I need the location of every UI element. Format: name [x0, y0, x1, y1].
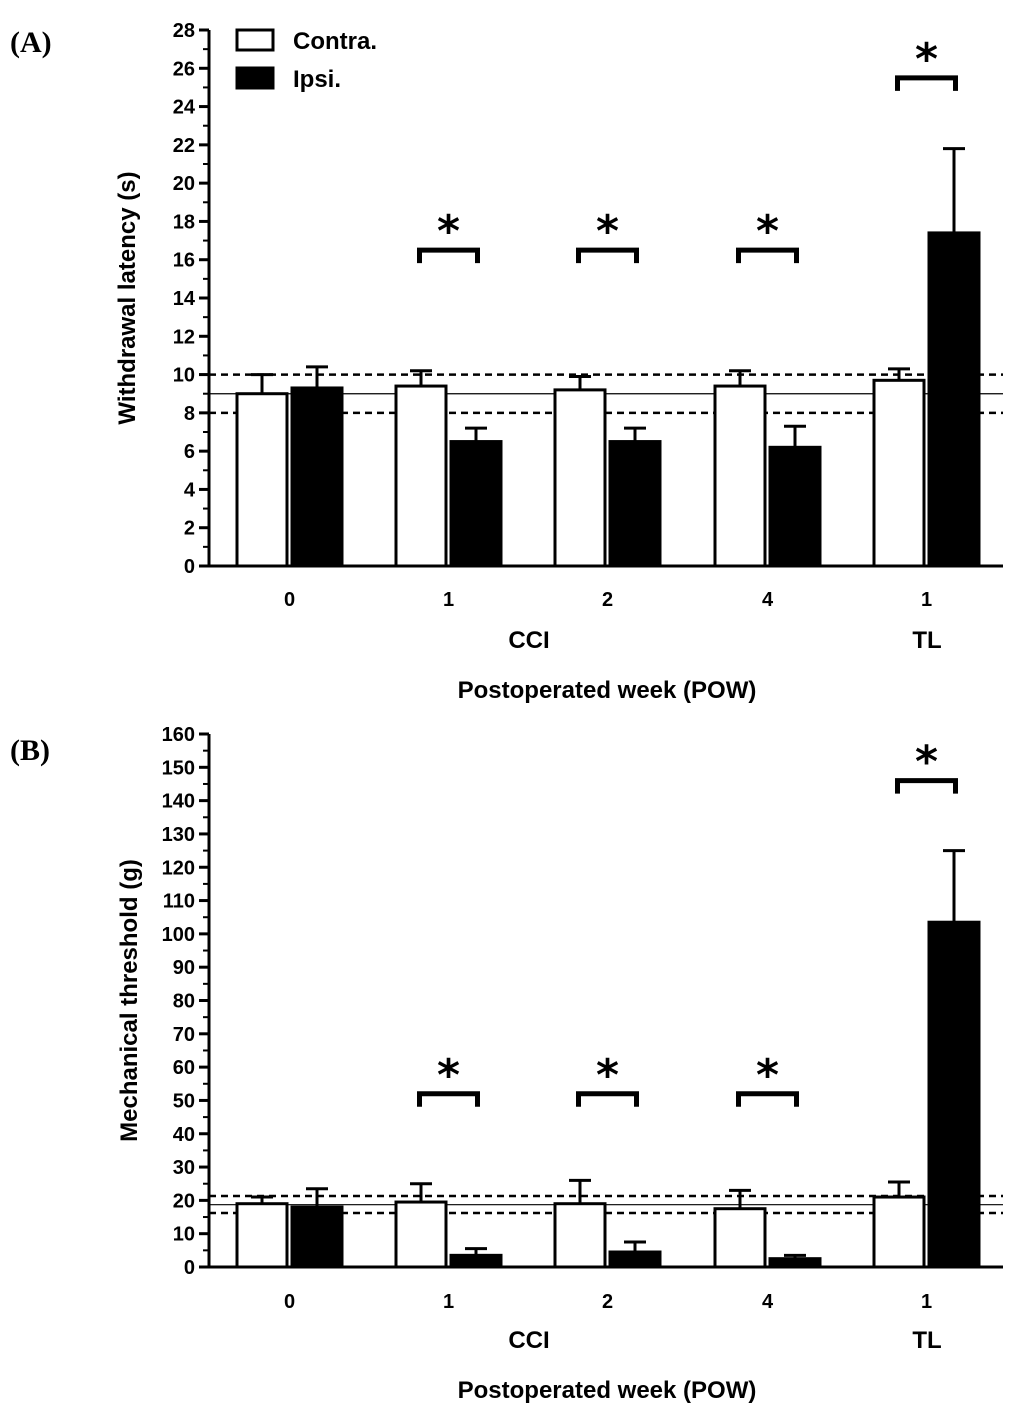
y-tick-label: 110 [163, 891, 195, 913]
y-tick-label: 10 [173, 1224, 195, 1246]
bar-contra [872, 1195, 926, 1269]
significance-bracket [576, 1091, 639, 1107]
y-tick-label: 10 [173, 365, 195, 387]
y-tick-label: 20 [173, 1190, 195, 1212]
y-tick-label: 140 [162, 791, 195, 813]
y-tick-label: 2 [184, 518, 195, 540]
y-tick-label: 26 [173, 58, 195, 80]
bar-contra [872, 378, 926, 568]
y-tick-label: 16 [173, 250, 195, 272]
y-axis-title: Withdrawal latency (s) [114, 171, 141, 424]
y-tick-label: 0 [184, 556, 195, 578]
bar-contra [394, 384, 448, 568]
bar-contra [394, 1200, 448, 1269]
significance-bracket [417, 1091, 480, 1107]
y-tick-label: 60 [173, 1057, 195, 1079]
x-tick-label: 1 [443, 1291, 454, 1313]
bar-ipsi [290, 386, 344, 568]
y-tick-label: 130 [162, 824, 195, 846]
bar-contra [553, 388, 607, 568]
legend-swatch-contra [235, 28, 275, 52]
y-tick-label: 0 [184, 1257, 195, 1279]
significance-bracket [417, 247, 480, 264]
significance-star: * [437, 206, 460, 257]
legend-swatch-ipsi [235, 66, 275, 90]
bar-ipsi [927, 231, 981, 568]
y-tick-label: 30 [173, 1157, 195, 1179]
x-tick-label: 0 [284, 1291, 295, 1313]
panel-label: (B) [10, 734, 50, 767]
x-tick-label: 1 [443, 589, 454, 611]
y-tick-label: 80 [173, 991, 195, 1013]
y-tick-label: 100 [162, 924, 195, 946]
x-tick-label: 0 [284, 589, 295, 611]
bar-ipsi [449, 440, 503, 568]
bar-ipsi [608, 1250, 662, 1269]
bar-ipsi [768, 445, 822, 568]
significance-bracket [576, 247, 639, 264]
group-label: CCI [508, 627, 549, 654]
bar-contra [553, 1202, 607, 1269]
group-label: CCI [508, 1327, 549, 1354]
y-tick-label: 70 [173, 1024, 195, 1046]
legend-label-ipsi: Ipsi. [293, 66, 341, 93]
y-tick-label: 8 [184, 403, 195, 425]
y-axis-title: Mechanical threshold (g) [116, 859, 143, 1142]
significance-star: * [915, 737, 938, 788]
x-tick-label: 4 [762, 1291, 774, 1313]
bar-ipsi [927, 920, 981, 1269]
bar-contra [235, 392, 289, 568]
y-tick-label: 150 [162, 757, 195, 779]
y-tick-label: 160 [162, 724, 195, 746]
significance-star: * [915, 34, 938, 85]
significance-star: * [756, 206, 779, 257]
y-tick-label: 18 [173, 211, 195, 233]
x-tick-label: 1 [921, 589, 932, 611]
panel-label: (A) [10, 26, 52, 59]
bar-contra [713, 1207, 767, 1269]
group-label: TL [912, 1327, 941, 1354]
y-tick-label: 28 [173, 20, 195, 42]
y-tick-label: 50 [173, 1090, 195, 1112]
y-tick-label: 14 [173, 288, 196, 310]
y-tick-label: 6 [184, 441, 195, 463]
y-tick-label: 120 [162, 857, 195, 879]
x-tick-label: 4 [762, 589, 774, 611]
x-axis-title: Postoperated week (POW) [458, 1377, 757, 1404]
significance-bracket [895, 778, 958, 794]
significance-bracket [736, 247, 799, 264]
legend-label-contra: Contra. [293, 28, 377, 55]
y-tick-label: 90 [173, 957, 195, 979]
significance-star: * [437, 1050, 460, 1101]
group-label: TL [912, 627, 941, 654]
bar-ipsi [290, 1205, 344, 1269]
bar-ipsi [608, 440, 662, 568]
bar-ipsi [768, 1257, 822, 1269]
significance-star: * [596, 206, 619, 257]
bar-contra [713, 384, 767, 568]
y-tick-label: 4 [184, 479, 196, 501]
significance-star: * [596, 1050, 619, 1101]
x-tick-label: 1 [921, 1291, 932, 1313]
bar-contra [235, 1202, 289, 1269]
significance-bracket [736, 1091, 799, 1107]
x-tick-label: 2 [602, 1291, 613, 1313]
y-tick-label: 40 [173, 1124, 195, 1146]
y-tick-label: 20 [173, 173, 195, 195]
significance-star: * [756, 1050, 779, 1101]
significance-bracket [895, 75, 958, 91]
bar-ipsi [449, 1253, 503, 1269]
x-tick-label: 2 [602, 589, 613, 611]
x-axis-title: Postoperated week (POW) [458, 677, 757, 704]
y-tick-label: 22 [173, 135, 195, 157]
y-tick-label: 24 [173, 97, 196, 119]
y-tick-label: 12 [173, 326, 195, 348]
